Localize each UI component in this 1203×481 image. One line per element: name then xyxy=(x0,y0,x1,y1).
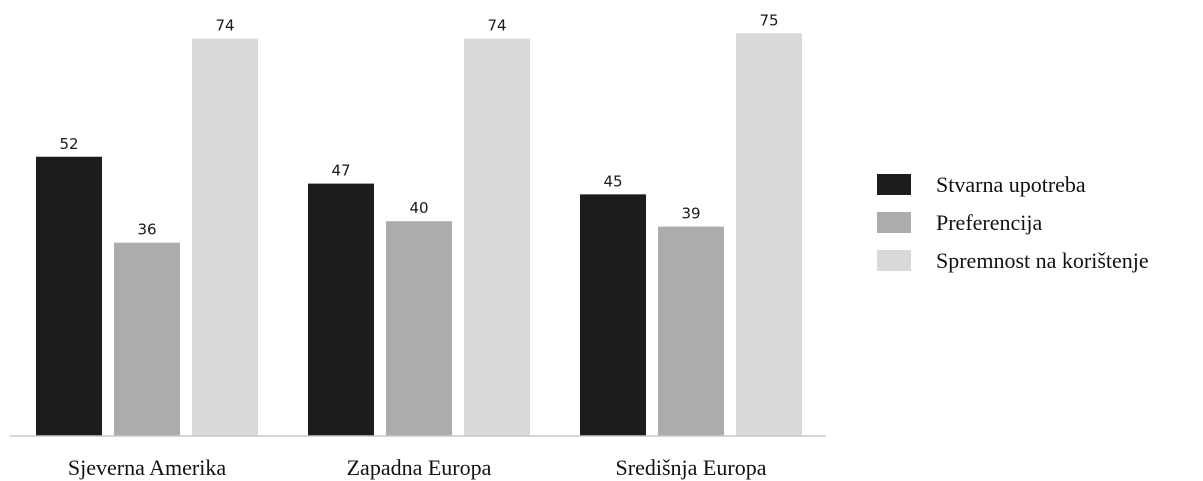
bar xyxy=(192,38,258,437)
bar-value-label: 75 xyxy=(759,11,778,29)
value-labels-layer: 52 36 74 47 40 74 45 39 75 xyxy=(59,11,778,238)
category-label: Zapadna Europa xyxy=(347,455,492,480)
category-label: Središnja Europa xyxy=(616,455,767,480)
bar-value-label: 36 xyxy=(137,221,156,239)
bar xyxy=(386,221,452,436)
bar xyxy=(736,33,802,436)
bar xyxy=(658,226,724,436)
legend-swatch xyxy=(877,250,911,271)
bar-value-label: 45 xyxy=(603,172,622,190)
bar xyxy=(308,183,374,436)
bar-value-label: 52 xyxy=(59,135,78,153)
bar xyxy=(36,156,102,436)
legend-swatch xyxy=(877,174,911,195)
legend-label: Spremnost na korištenje xyxy=(936,248,1149,273)
legend-swatch xyxy=(877,212,911,233)
category-labels-layer: Sjeverna Amerika Zapadna Europa Središnja … xyxy=(68,455,767,480)
bar xyxy=(580,194,646,436)
bar-value-label: 47 xyxy=(331,162,350,180)
legend-label: Preferencija xyxy=(936,210,1042,235)
bar-value-label: 40 xyxy=(409,199,428,217)
bar xyxy=(464,38,530,437)
bar-value-label: 74 xyxy=(487,17,506,35)
bar xyxy=(114,242,180,436)
legend-label: Stvarna upotreba xyxy=(936,172,1086,197)
category-label: Sjeverna Amerika xyxy=(68,455,226,480)
bars-layer xyxy=(36,33,802,437)
bar-value-label: 74 xyxy=(215,17,234,35)
bar-value-label: 39 xyxy=(681,205,700,223)
legend: Stvarna upotreba Preferencija Spremnost na… xyxy=(877,172,1149,273)
